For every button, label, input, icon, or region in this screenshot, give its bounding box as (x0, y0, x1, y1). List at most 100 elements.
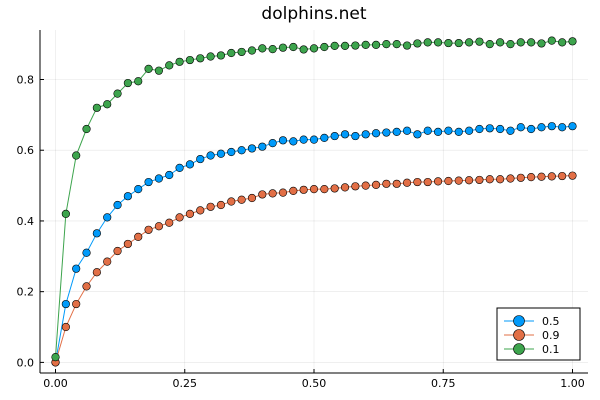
data-point (527, 173, 536, 182)
data-point (361, 40, 370, 49)
data-point (454, 176, 463, 185)
data-point (413, 39, 422, 48)
data-point (568, 122, 577, 131)
data-point (516, 123, 525, 132)
data-point (103, 257, 112, 266)
data-point (216, 200, 226, 210)
data-point (61, 299, 70, 309)
data-point (496, 124, 505, 134)
data-point (516, 173, 525, 182)
data-point (475, 175, 484, 185)
data-point (433, 177, 443, 186)
grid (40, 30, 588, 373)
data-point (340, 41, 350, 51)
data-point (206, 202, 215, 211)
data-point (268, 44, 277, 54)
data-point (134, 232, 143, 241)
data-point (309, 135, 319, 144)
legend-marker-swatch (513, 329, 525, 341)
data-point (123, 192, 132, 201)
data-point (113, 89, 122, 98)
data-point (309, 44, 319, 53)
y-tick-label: 0.6 (17, 144, 35, 157)
data-point (506, 174, 515, 183)
data-point (227, 48, 236, 58)
data-point (444, 176, 453, 186)
data-point (361, 130, 370, 139)
data-point (196, 206, 205, 215)
data-point (92, 103, 101, 112)
data-point (320, 185, 329, 194)
data-point (154, 66, 164, 75)
legend-box (496, 307, 581, 361)
data-point (506, 40, 515, 49)
data-point (103, 213, 112, 222)
data-point (413, 130, 422, 139)
data-point (185, 55, 195, 65)
data-point (206, 151, 215, 160)
x-tick-label: 0.50 (302, 377, 327, 390)
data-point (444, 126, 453, 135)
data-point (382, 128, 391, 137)
data-point (423, 38, 432, 47)
data-point (278, 188, 288, 197)
data-point (537, 123, 546, 132)
data-point (51, 352, 60, 362)
data-point (392, 40, 401, 49)
legend-marker-swatch (513, 315, 525, 327)
data-point (537, 39, 546, 48)
data-point (361, 181, 370, 190)
data-point (185, 209, 195, 218)
data-point (72, 264, 81, 273)
data-point (547, 36, 556, 45)
series-0.1 (51, 36, 577, 362)
legend-item: 0.1 (504, 343, 560, 356)
data-point (123, 78, 132, 88)
data-point (309, 185, 319, 194)
data-point (392, 127, 401, 136)
data-point (185, 160, 195, 169)
data-point (371, 129, 381, 138)
data-point (268, 139, 277, 148)
axes (39, 30, 588, 374)
data-point (144, 177, 153, 187)
data-point (485, 124, 494, 133)
data-point (134, 77, 143, 86)
data-point (299, 185, 308, 194)
data-point (113, 200, 122, 210)
data-point (82, 248, 91, 257)
data-point (402, 41, 412, 50)
data-point (72, 299, 81, 309)
data-point (165, 218, 174, 227)
y-tick-label: 0.8 (17, 74, 35, 87)
legend-marker-swatch (513, 343, 525, 355)
data-point (537, 172, 546, 181)
data-point (144, 64, 153, 73)
series-layer (51, 36, 577, 367)
data-point (82, 282, 91, 291)
legend-label: 0.1 (542, 343, 560, 356)
data-point (496, 175, 505, 184)
data-point (402, 126, 412, 135)
data-point (175, 57, 184, 66)
data-point (154, 174, 164, 183)
data-point (433, 38, 443, 47)
x-tick-label: 0.00 (43, 377, 68, 390)
data-point (61, 322, 70, 332)
y-tick-label: 0.0 (17, 356, 35, 369)
data-point (206, 52, 215, 61)
data-point (113, 246, 122, 256)
data-point (216, 51, 226, 60)
data-point (165, 170, 174, 180)
x-tick-label: 0.75 (431, 377, 456, 390)
series-0.5 (51, 122, 577, 367)
data-point (154, 222, 164, 231)
data-point (475, 124, 484, 134)
data-point (413, 177, 422, 187)
data-point (423, 177, 432, 187)
data-point (433, 127, 443, 136)
data-point (330, 41, 339, 51)
data-point (134, 185, 143, 194)
data-point (196, 54, 205, 63)
data-point (340, 130, 350, 139)
